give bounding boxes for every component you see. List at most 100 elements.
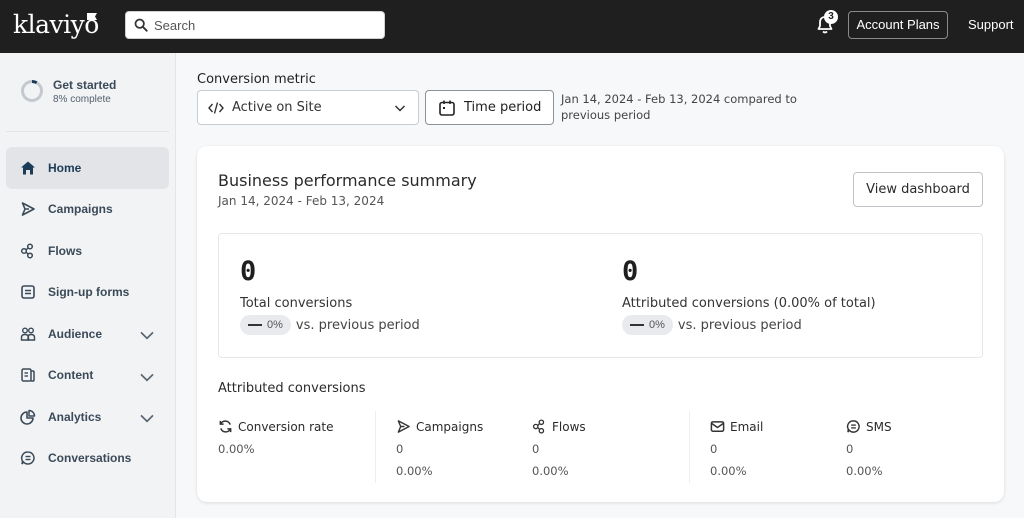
conversion-metric-value: Active on Site [232,100,322,115]
col-percent: 0.00% [396,464,433,478]
card-title: Business performance summary [218,171,477,190]
chevron-down-icon [394,105,406,112]
pie-chart-icon [20,409,36,425]
change-pill: 0% [622,315,673,335]
kpi-total-conversions: 0 Total conversions 0% vs. previous peri… [240,256,420,335]
code-icon [208,101,224,114]
sidebar-item-campaigns[interactable]: Campaigns [6,189,169,231]
sidebar-item-label: Flows [48,243,83,258]
get-started-title: Get started [53,78,117,92]
get-started-progress: 8% complete [53,94,111,105]
col-flows: Flows 0 0.00% [532,419,586,478]
card-date-range: Jan 14, 2024 - Feb 13, 2024 [218,194,385,208]
col-label: Conversion rate [238,419,334,434]
view-dashboard-button[interactable]: View dashboard [853,172,983,207]
kpi-box: 0 Total conversions 0% vs. previous peri… [218,233,983,358]
kpi-label: Attributed conversions (0.00% of total) [622,296,876,311]
change-suffix: vs. previous period [295,317,420,333]
flows-icon [532,419,545,434]
get-started-widget[interactable]: Get started 8% complete [20,78,117,105]
users-icon [20,327,36,341]
dash-icon [248,324,262,326]
kpi-label: Total conversions [240,296,353,311]
time-period-label: Time period [464,100,542,115]
col-campaigns: Campaigns 0 0.00% [396,419,484,479]
business-performance-card: Business performance summary Jan 14, 202… [197,146,1004,502]
flows-icon [20,243,34,259]
sidebar-item-flows[interactable]: Flows [6,230,169,272]
logo-flag-icon [87,13,97,20]
search-box[interactable] [125,11,385,39]
sidebar: Get started 8% complete Home Campaigns F… [0,53,176,518]
kpi-change: 0% vs. previous period [240,315,420,335]
sidebar-item-content[interactable]: Content [6,355,169,397]
sidebar-item-analytics[interactable]: Analytics [6,396,169,438]
notification-badge: 3 [824,10,838,24]
col-value: 0.00% [218,442,255,456]
home-icon [21,161,35,175]
search-icon [134,18,148,32]
sidebar-item-home[interactable]: Home [6,147,169,189]
attributed-conversions-title: Attributed conversions [218,381,366,396]
col-percent: 0.00% [846,464,883,478]
search-input[interactable] [154,17,374,33]
chat-icon [20,451,35,465]
column-divider [375,411,376,483]
attributed-conversions-grid: Conversion rate 0.00% Campaigns 0 0.00% … [218,411,983,483]
sidebar-item-audience[interactable]: Audience [6,313,169,355]
send-icon [397,420,410,433]
col-sms: SMS 0 0.00% [846,419,892,479]
col-value: 0 [396,442,404,456]
col-value: 0 [710,442,718,456]
sidebar-item-label: Content [48,368,94,383]
send-icon [21,202,35,217]
conversion-metric-label: Conversion metric [197,72,316,87]
change-value: 0% [267,319,283,331]
col-percent: 0.00% [710,464,747,478]
sms-icon [846,420,860,433]
top-bar: klaviyo 3 Account Plans Support [0,0,1024,53]
sidebar-item-label: Analytics [48,409,102,424]
chevron-down-icon[interactable] [139,410,155,426]
kpi-attributed-conversions: 0 Attributed conversions (0.00% of total… [622,256,876,335]
col-value: 0 [532,442,540,456]
chevron-down-icon[interactable] [139,369,155,385]
dash-icon [630,324,644,326]
chevron-down-icon[interactable] [139,327,155,343]
time-period-button[interactable]: Time period [425,90,554,125]
calendar-icon [439,100,455,116]
comparison-text: Jan 14, 2024 - Feb 13, 2024 compared to … [561,92,797,122]
sidebar-item-label: Audience [48,326,103,341]
sidebar-item-label: Conversations [48,451,132,466]
conversion-metric-select[interactable]: Active on Site [197,90,419,125]
col-conversion-rate: Conversion rate 0.00% [218,419,334,457]
kpi-change: 0% vs. previous period [622,315,876,335]
form-icon [21,285,35,300]
col-label: SMS [866,419,892,434]
kpi-value: 0 [240,256,257,287]
change-suffix: vs. previous period [677,317,802,333]
content-icon [21,368,35,382]
change-pill: 0% [240,315,291,335]
col-percent: 0.00% [532,464,569,478]
col-email: Email 0 0.00% [710,419,764,479]
account-plans-button[interactable]: Account Plans [848,11,948,39]
sidebar-item-label: Sign-up forms [48,285,130,300]
support-link[interactable]: Support [968,17,1014,32]
sidebar-item-label: Campaigns [48,202,113,217]
sidebar-item-conversations[interactable]: Conversations [6,438,169,480]
sidebar-nav: Home Campaigns Flows Sign-up forms Audie… [6,147,169,479]
klaviyo-logo[interactable]: klaviyo [13,10,99,39]
change-value: 0% [649,319,665,331]
kpi-value: 0 [622,256,639,287]
col-value: 0 [846,442,854,456]
progress-ring-icon [21,80,43,102]
col-label: Email [730,419,764,434]
sidebar-divider [6,131,169,132]
sidebar-item-signup-forms[interactable]: Sign-up forms [6,272,169,314]
email-icon [710,421,725,432]
refresh-icon [219,420,232,433]
col-label: Flows [552,419,586,434]
col-label: Campaigns [416,419,484,434]
column-divider [689,411,690,483]
